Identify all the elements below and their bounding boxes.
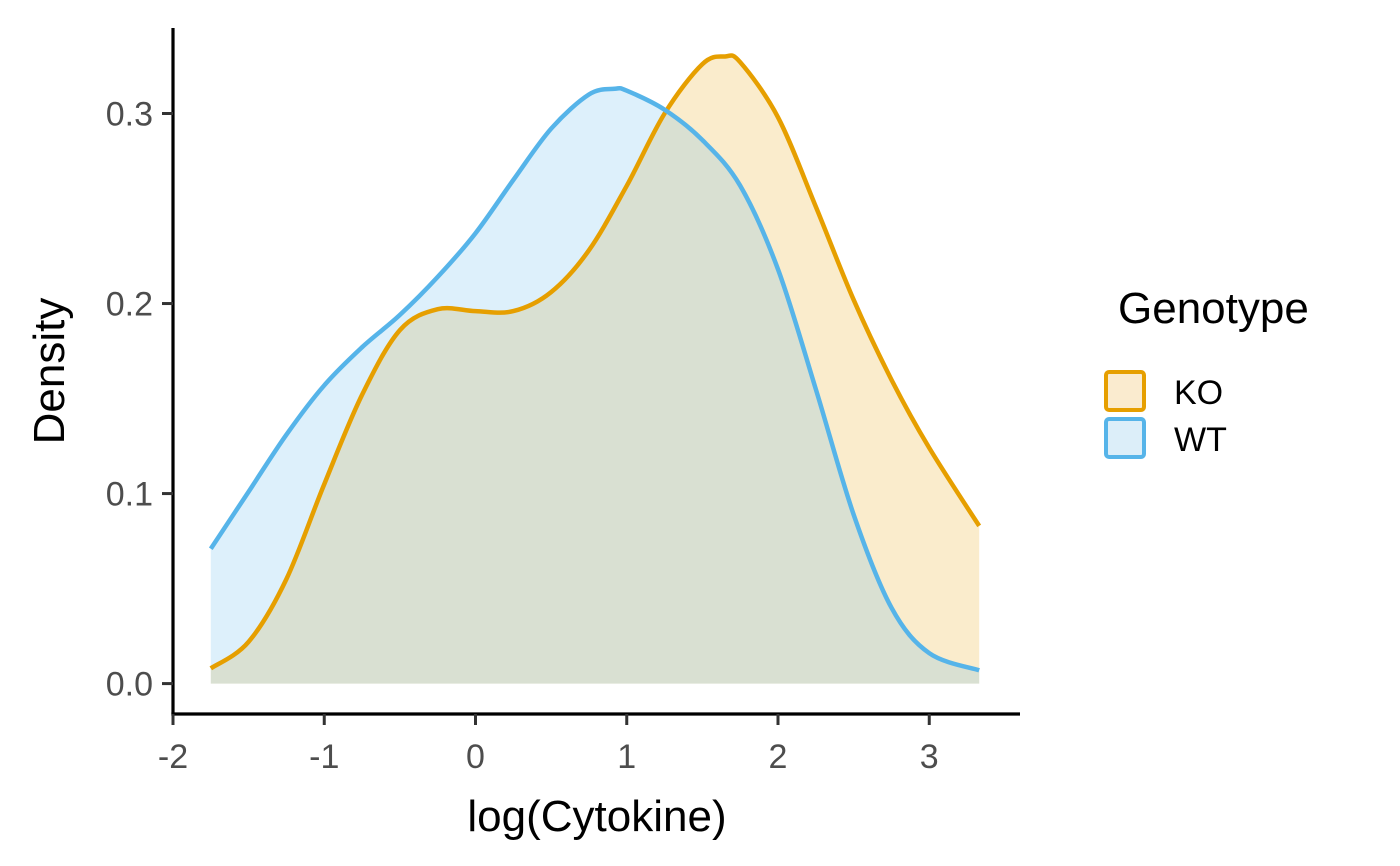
- x-tick-label: -2: [158, 738, 188, 776]
- density-areas: [210, 55, 980, 684]
- x-tick-label: 2: [769, 738, 788, 776]
- legend-label-ko: KO: [1174, 374, 1223, 412]
- legend-key-wt: [1104, 417, 1146, 459]
- y-axis-ticks: 0.0 0.1 0.2 0.3: [106, 96, 173, 704]
- density-line-ko: [209, 53, 982, 671]
- x-tick-label: 3: [920, 738, 939, 776]
- density-area-wt: [210, 88, 980, 684]
- y-tick-label: 0.3: [106, 96, 153, 134]
- legend-label-wt: WT: [1174, 421, 1227, 459]
- y-tick-label: 0.2: [106, 286, 153, 324]
- axes: -2 -1 0 1 2 3 0.0 0.1 0.2 0.3: [106, 28, 1020, 776]
- x-tick-label: 0: [466, 738, 485, 776]
- y-tick-label: 0.1: [106, 476, 153, 514]
- x-tick-label: -1: [309, 738, 339, 776]
- x-axis-title: log(Cytokine): [467, 792, 726, 841]
- density-lines: [208, 53, 982, 673]
- x-tick-label: 1: [617, 738, 636, 776]
- x-axis-ticks: -2 -1 0 1 2 3: [158, 714, 939, 776]
- legend-items: KO WT: [1104, 370, 1227, 459]
- y-tick-label: 0.0: [106, 666, 153, 704]
- legend-title: Genotype: [1118, 284, 1309, 333]
- density-line-wt: [208, 85, 980, 673]
- density-area-ko: [210, 55, 980, 684]
- y-axis-title: Density: [25, 298, 74, 445]
- legend: Genotype KO WT: [1104, 284, 1309, 459]
- legend-key-ko: [1104, 370, 1146, 412]
